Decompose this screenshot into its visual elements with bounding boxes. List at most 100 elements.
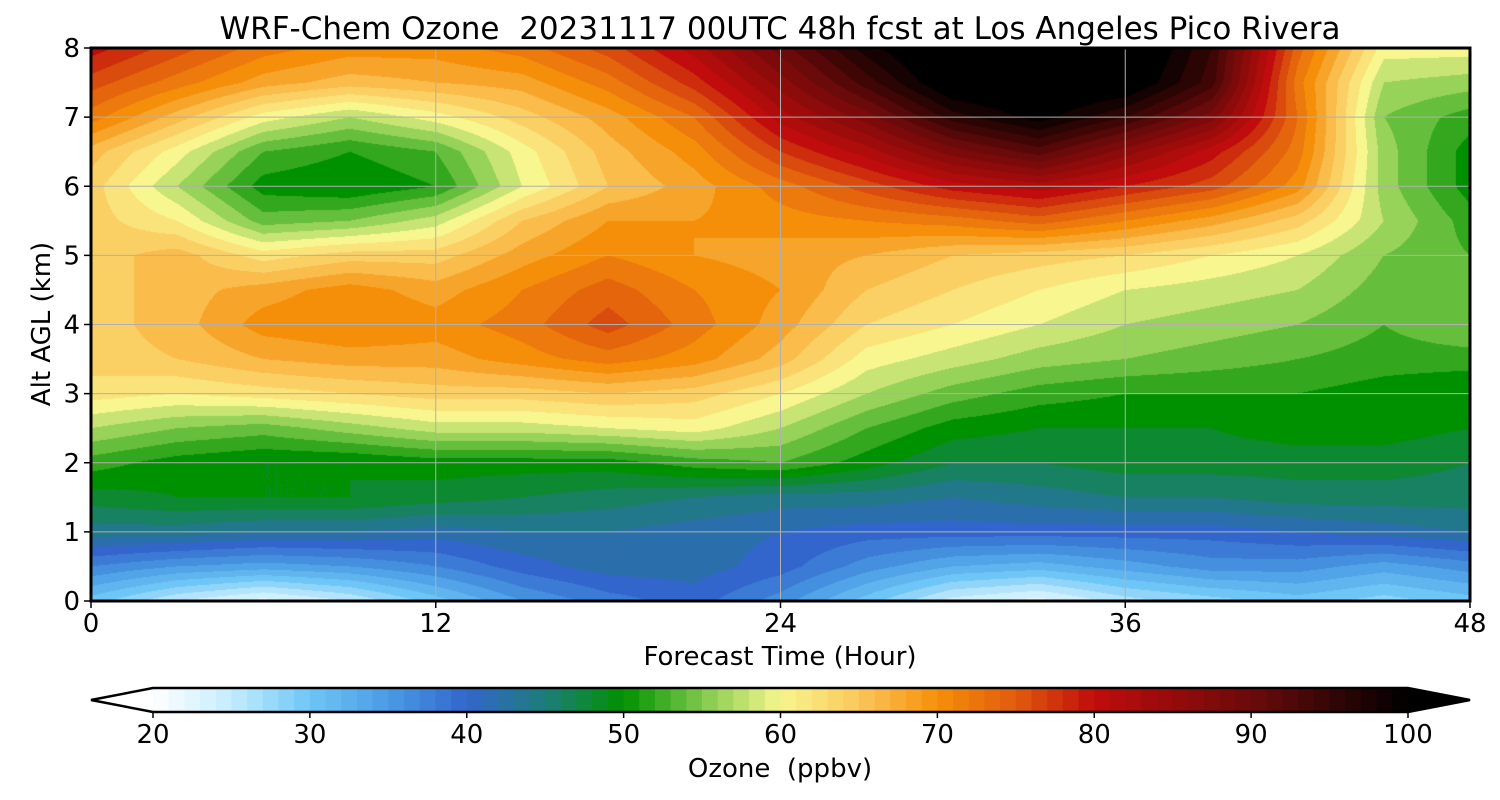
colorbar-swatch bbox=[200, 688, 217, 712]
y-tick-label: 1 bbox=[63, 518, 80, 548]
colorbar-swatch bbox=[906, 688, 923, 712]
colorbar-swatch bbox=[1360, 688, 1378, 712]
colorbar-swatch bbox=[811, 688, 829, 712]
x-axis-label: Forecast Time (Hour) bbox=[643, 642, 916, 672]
colorbar-swatch bbox=[686, 688, 703, 712]
colorbar-swatch bbox=[953, 688, 970, 712]
colorbar-swatch bbox=[309, 688, 327, 712]
colorbar-tick-label: 20 bbox=[136, 720, 169, 750]
colorbar-min-extension bbox=[91, 688, 153, 712]
colorbar-swatch bbox=[1141, 688, 1158, 712]
colorbar-swatch bbox=[1062, 688, 1080, 712]
colorbar-swatch bbox=[513, 688, 531, 712]
colorbar-tick-label: 70 bbox=[921, 720, 954, 750]
y-tick-label: 3 bbox=[63, 380, 80, 410]
colorbar-swatch bbox=[702, 688, 719, 712]
x-tick-label: 48 bbox=[1453, 609, 1486, 639]
x-axis: 0 12 24 36 48 bbox=[83, 601, 1487, 639]
colorbar-swatch bbox=[1109, 688, 1127, 712]
colorbar-swatch bbox=[874, 688, 891, 712]
colorbar-swatch bbox=[529, 688, 546, 712]
colorbar-max-extension bbox=[1408, 688, 1470, 712]
grid bbox=[91, 48, 1470, 601]
colorbar-swatch bbox=[1313, 688, 1331, 712]
colorbar-swatch bbox=[168, 688, 185, 712]
y-tick-label: 0 bbox=[63, 587, 80, 617]
colorbar-swatch bbox=[1172, 688, 1189, 712]
colorbar-swatch bbox=[560, 688, 578, 712]
colorbar-swatch bbox=[1000, 688, 1017, 712]
colorbar-swatch bbox=[639, 688, 656, 712]
colorbar-swatch bbox=[153, 688, 170, 712]
colorbar-swatch bbox=[592, 688, 609, 712]
colorbar-swatch bbox=[890, 688, 907, 712]
colorbar-tick-label: 90 bbox=[1235, 720, 1268, 750]
colorbar-tick-label: 40 bbox=[450, 720, 483, 750]
colorbar-swatch bbox=[419, 688, 436, 712]
y-axis: 0 1 2 3 4 5 6 7 8 bbox=[63, 34, 91, 617]
x-tick-label: 36 bbox=[1109, 609, 1142, 639]
y-tick-label: 4 bbox=[63, 311, 80, 341]
colorbar-swatch bbox=[1266, 688, 1284, 712]
colorbar-swatch bbox=[1031, 688, 1048, 712]
colorbar-swatch bbox=[184, 688, 201, 712]
colorbar-swatch bbox=[215, 688, 233, 712]
colorbar-swatch bbox=[466, 688, 484, 712]
colorbar-swatch bbox=[921, 688, 938, 712]
colorbar-swatch bbox=[278, 688, 295, 712]
colorbar-swatch bbox=[858, 688, 876, 712]
colorbar-swatch bbox=[764, 688, 782, 712]
colorbar-swatch bbox=[231, 688, 248, 712]
colorbar-swatch bbox=[937, 688, 954, 712]
colorbar-tick-label: 100 bbox=[1383, 720, 1433, 750]
colorbar-swatch bbox=[1329, 688, 1346, 712]
colorbar-swatch bbox=[545, 688, 562, 712]
colorbar-swatch bbox=[325, 688, 342, 712]
x-tick-label: 0 bbox=[83, 609, 100, 639]
colorbar-swatch bbox=[780, 688, 797, 712]
colorbar-swatch bbox=[1188, 688, 1205, 712]
colorbar-swatch bbox=[498, 688, 515, 712]
colorbar-tick-label: 30 bbox=[293, 720, 326, 750]
y-axis-label: Alt AGL (km) bbox=[27, 242, 57, 406]
colorbar-swatch bbox=[356, 688, 374, 712]
colorbar-swatch bbox=[1204, 688, 1221, 712]
colorbar-swatch bbox=[262, 688, 280, 712]
colorbar-label: Ozone (ppbv) bbox=[688, 754, 872, 784]
colorbar-swatch bbox=[294, 688, 311, 712]
colorbar-swatch bbox=[1157, 688, 1174, 712]
colorbar-swatch bbox=[1376, 688, 1393, 712]
colorbar-swatch bbox=[749, 688, 766, 712]
colorbar-swatch bbox=[670, 688, 687, 712]
colorbar-swatch bbox=[576, 688, 593, 712]
colorbar: 20 30 40 50 60 70 80 90 100 bbox=[90, 686, 1471, 750]
colorbar-swatch bbox=[796, 688, 813, 712]
colorbar-swatch bbox=[1392, 688, 1409, 712]
colorbar-swatch bbox=[623, 688, 640, 712]
colorbar-tick-label: 60 bbox=[764, 720, 797, 750]
x-tick-label: 12 bbox=[419, 609, 452, 639]
colorbar-swatch bbox=[1345, 688, 1362, 712]
colorbar-swatch bbox=[717, 688, 735, 712]
colorbar-swatch bbox=[1219, 688, 1237, 712]
y-tick-label: 8 bbox=[63, 34, 80, 64]
colorbar-swatch bbox=[247, 688, 264, 712]
colorbar-swatch bbox=[968, 688, 986, 712]
chart-title: WRF-Chem Ozone 20231117 00UTC 48h fcst a… bbox=[220, 11, 1341, 47]
colorbar-tick-label: 50 bbox=[607, 720, 640, 750]
colorbar-swatch bbox=[388, 688, 405, 712]
colorbar-swatch bbox=[607, 688, 625, 712]
colorbar-swatch bbox=[1251, 688, 1268, 712]
y-tick-label: 6 bbox=[63, 172, 80, 202]
colorbar-swatch bbox=[984, 688, 1001, 712]
colorbar-swatch bbox=[827, 688, 844, 712]
y-tick-label: 5 bbox=[63, 241, 80, 271]
colorbar-swatch bbox=[404, 688, 421, 712]
colorbar-swatch bbox=[1125, 688, 1142, 712]
colorbar-swatch bbox=[482, 688, 499, 712]
colorbar-swatch bbox=[733, 688, 750, 712]
colorbar-swatch bbox=[1078, 688, 1095, 712]
colorbar-swatch bbox=[451, 688, 468, 712]
colorbar-swatch bbox=[1235, 688, 1252, 712]
